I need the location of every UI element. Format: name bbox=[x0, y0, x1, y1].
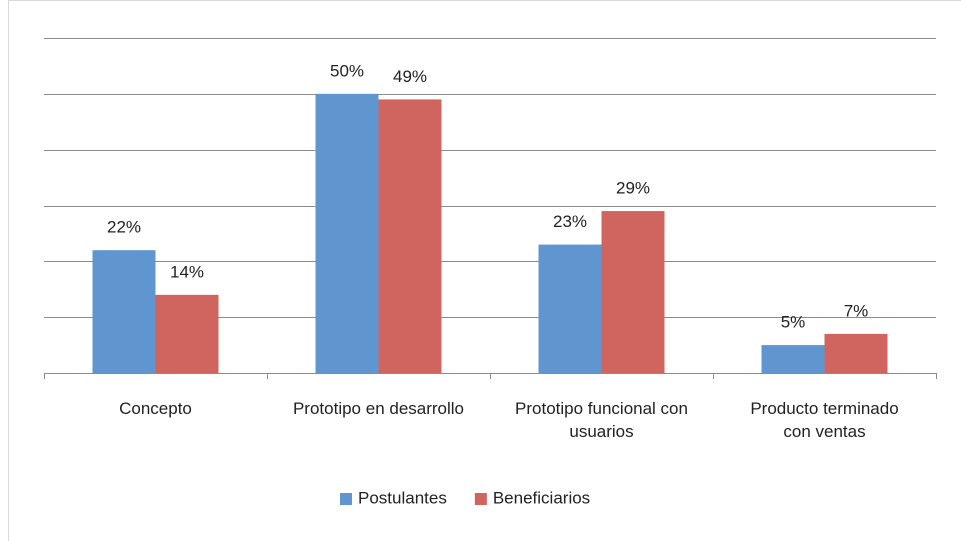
x-tick-label: Prototipo en desarrollo bbox=[292, 399, 465, 418]
legend-swatch bbox=[340, 493, 352, 505]
bar bbox=[315, 93, 379, 373]
data-label: 7% bbox=[844, 301, 869, 320]
x-tick-label: Concepto bbox=[119, 399, 192, 418]
data-label: 23% bbox=[553, 212, 587, 231]
data-label: 14% bbox=[170, 262, 204, 281]
data-label: 22% bbox=[107, 218, 141, 237]
bar bbox=[601, 211, 665, 373]
legend-swatch bbox=[474, 493, 487, 505]
bar bbox=[538, 244, 602, 373]
bar bbox=[824, 333, 888, 373]
legend-label: Beneficiarios bbox=[493, 488, 590, 507]
x-tick-label: Prototipo funcional con usuarios bbox=[515, 399, 688, 441]
chart-border bbox=[8, 0, 961, 541]
data-label: 50% bbox=[330, 61, 364, 80]
bar bbox=[92, 250, 156, 373]
bar bbox=[761, 345, 825, 373]
data-label: 49% bbox=[393, 67, 427, 86]
data-label: 29% bbox=[616, 179, 650, 198]
data-label: 5% bbox=[781, 313, 806, 332]
bar bbox=[378, 99, 442, 374]
x-tick-label: Producto terminado con ventas bbox=[750, 399, 899, 441]
bar bbox=[155, 294, 219, 373]
legend-label: Postulantes bbox=[358, 488, 447, 507]
